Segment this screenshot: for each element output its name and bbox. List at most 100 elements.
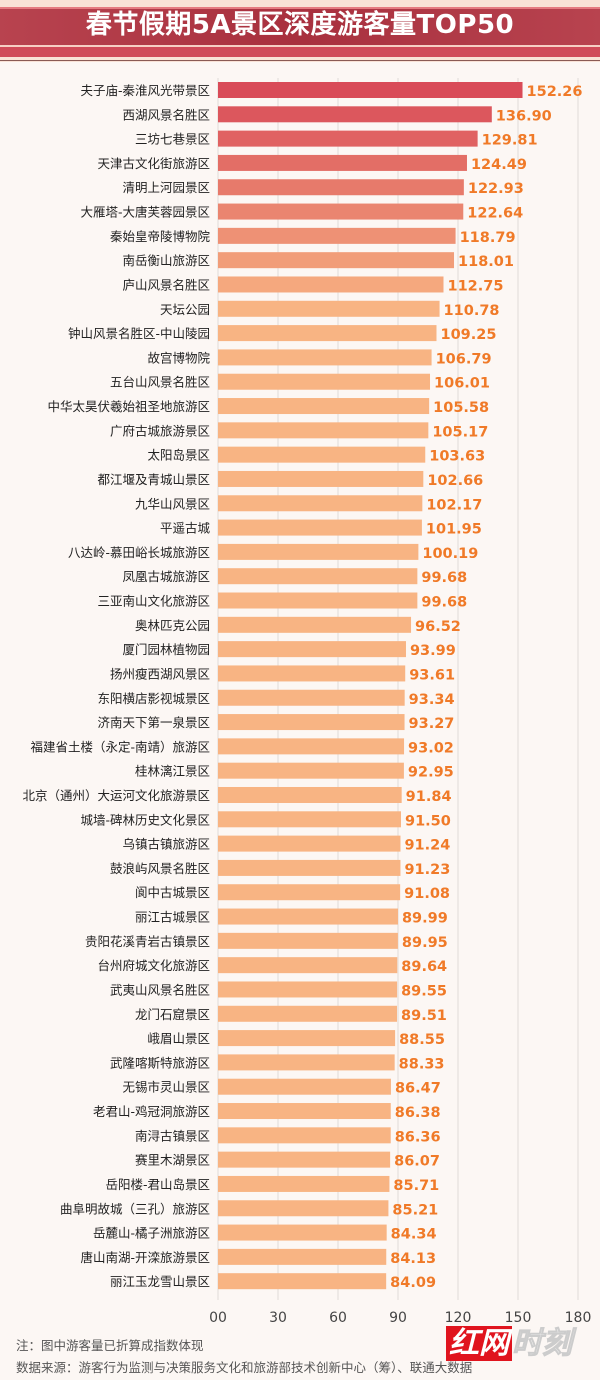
data-label: 118.79	[460, 230, 516, 246]
bar	[218, 762, 404, 779]
data-label: 112.75	[448, 278, 504, 294]
data-label: 93.27	[409, 716, 455, 732]
category-label: 夫子庙-秦淮风光带景区	[80, 83, 210, 98]
data-label: 106.79	[436, 351, 492, 367]
bar	[218, 373, 431, 390]
watermark-logo: 红网 时刻	[446, 1318, 573, 1362]
bar	[218, 130, 478, 147]
bar	[218, 470, 424, 487]
bar	[218, 398, 430, 415]
footnote: 注：图中游客量已折算成指数体现	[16, 1338, 204, 1353]
bar	[218, 568, 418, 585]
banner-stripe	[0, 47, 600, 57]
x-tick-label: 00	[209, 1310, 227, 1326]
category-label: 扬州瘦西湖风景区	[110, 666, 210, 681]
bar	[218, 106, 492, 123]
category-label: 三亚南山文化旅游区	[97, 594, 210, 609]
bar	[218, 1054, 395, 1071]
bar-chart: 00 30 60 90 120 150 180 夫子庙-秦淮风光带景区 152.26 西湖风景名胜…	[22, 78, 591, 1326]
category-label: 南岳衡山旅游区	[122, 253, 210, 268]
bar	[218, 714, 405, 731]
data-label: 122.93	[468, 181, 524, 197]
category-label: 中华太昊伏羲始祖圣地旅游区	[47, 399, 210, 414]
bar	[218, 1248, 387, 1265]
category-label: 乌镇古镇旅游区	[122, 837, 210, 852]
category-label: 无锡市灵山景区	[122, 1080, 210, 1095]
category-label: 唐山南湖-开滦旅游景区	[80, 1250, 210, 1265]
bar	[218, 1127, 391, 1144]
category-label: 秦始皇帝陵博物院	[110, 229, 211, 244]
category-label: 阆中古城景区	[135, 885, 210, 900]
bar	[218, 1005, 398, 1022]
data-label: 96.52	[415, 619, 461, 635]
data-label: 124.49	[471, 157, 527, 173]
data-label: 89.55	[401, 983, 447, 999]
bar	[218, 932, 398, 949]
bar	[218, 179, 464, 196]
category-label: 丽江古城景区	[135, 910, 210, 925]
data-label: 118.01	[458, 254, 514, 270]
data-label: 91.23	[404, 862, 450, 878]
data-label: 88.33	[399, 1056, 445, 1072]
data-label: 91.84	[406, 789, 452, 805]
category-label: 桂林漓江景区	[135, 764, 210, 779]
bar	[218, 543, 419, 560]
category-label: 北京（通州）大运河文化旅游景区	[22, 788, 210, 803]
category-label: 岳阳楼-君山岛景区	[105, 1177, 210, 1192]
category-label: 福建省土楼（永定-南靖）旅游区	[30, 739, 210, 754]
category-label: 奥林匹克公园	[135, 618, 210, 633]
data-label: 85.21	[392, 1202, 438, 1218]
data-label: 92.95	[408, 765, 454, 781]
data-label: 88.55	[399, 1032, 445, 1048]
bar	[218, 227, 456, 244]
bar	[218, 811, 401, 828]
category-label: 天坛公园	[160, 302, 210, 317]
category-label: 厦门园林植物园	[122, 642, 210, 657]
category-label: 都江堰及青城山景区	[97, 472, 210, 487]
title-banner: 春节假期5A景区深度游客量TOP50	[0, 0, 600, 62]
x-tick-label: 60	[329, 1310, 347, 1326]
category-label: 钟山风景名胜区-中山陵园	[68, 326, 210, 341]
bar	[218, 82, 523, 98]
data-label: 99.68	[421, 570, 467, 586]
data-label: 84.09	[390, 1275, 436, 1291]
data-label: 89.64	[401, 959, 447, 975]
data-label: 102.17	[426, 497, 482, 513]
category-label: 九华山风景区	[135, 496, 210, 511]
data-label: 89.95	[402, 935, 448, 951]
data-label: 85.71	[393, 1178, 439, 1194]
category-label: 故宫博物院	[147, 350, 210, 365]
bar	[218, 1151, 391, 1168]
bar	[218, 1224, 387, 1241]
data-label: 102.66	[427, 473, 483, 489]
category-label: 三坊七巷景区	[135, 132, 210, 147]
category-label: 曲阜明故城（三孔）旅游区	[60, 1201, 210, 1216]
bar	[218, 665, 406, 682]
bar	[218, 325, 437, 342]
category-label: 贵阳花溪青岩古镇景区	[85, 934, 210, 949]
data-label: 86.38	[395, 1105, 441, 1121]
x-tick-label: 90	[389, 1310, 407, 1326]
category-label: 武夷山风景名胜区	[110, 982, 210, 997]
data-label: 93.02	[408, 740, 454, 756]
data-label: 86.36	[395, 1129, 441, 1145]
category-label: 西湖风景名胜区	[122, 107, 210, 122]
bar	[218, 689, 405, 706]
data-label: 93.61	[409, 667, 455, 683]
category-label: 庐山风景名胜区	[122, 277, 210, 292]
data-label: 91.50	[405, 813, 451, 829]
data-label: 86.47	[395, 1081, 441, 1097]
category-label: 鼓浪屿风景名胜区	[110, 861, 210, 876]
category-label: 广府古城旅游景区	[110, 423, 210, 438]
data-label: 110.78	[444, 303, 500, 319]
data-label: 86.07	[394, 1154, 440, 1170]
bar	[218, 1103, 391, 1120]
bar	[218, 957, 398, 974]
data-label: 136.90	[496, 108, 552, 124]
bar	[218, 203, 464, 220]
data-label: 105.58	[433, 400, 489, 416]
data-label: 122.64	[467, 206, 523, 222]
category-label: 峨眉山景区	[147, 1031, 210, 1046]
bar	[218, 422, 429, 439]
category-label: 龙门石窟景区	[135, 1007, 210, 1022]
